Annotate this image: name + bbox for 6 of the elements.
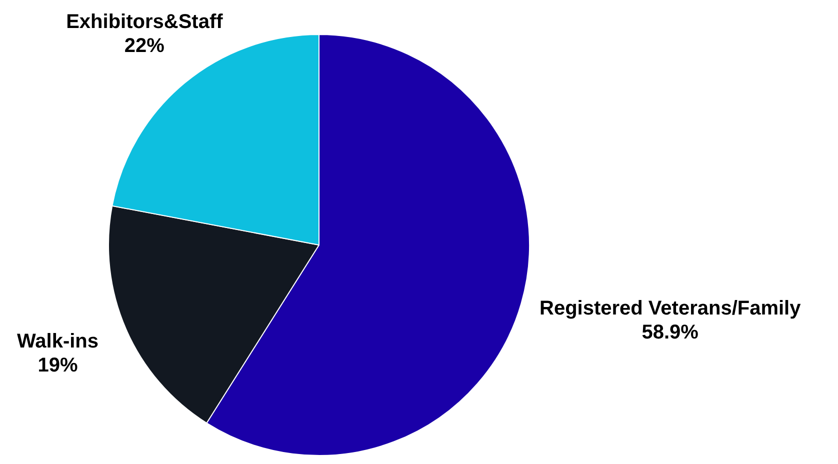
slice-label: Registered Veterans/Family bbox=[540, 298, 802, 320]
slice-label: Walk-ins bbox=[17, 330, 99, 353]
data-label: 22% bbox=[124, 34, 165, 57]
data-label: 19% bbox=[38, 354, 78, 377]
slice-label: Exhibitors&Staff bbox=[66, 10, 224, 33]
data-label: 58.9% bbox=[642, 322, 699, 344]
